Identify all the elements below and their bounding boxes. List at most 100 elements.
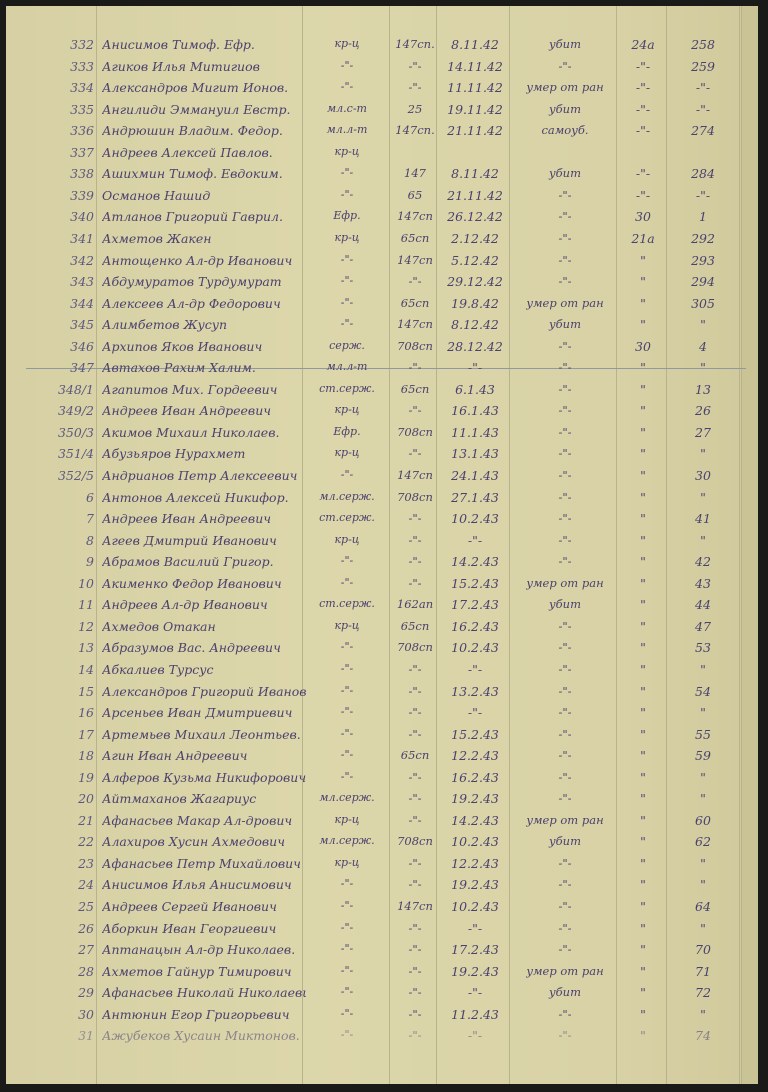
unit: -"- xyxy=(408,58,422,73)
rank: -"- xyxy=(340,769,354,783)
row-number: 7 xyxy=(86,511,94,527)
row-number: 347 xyxy=(70,360,94,376)
unit: 708сп xyxy=(397,424,433,439)
row-number: 336 xyxy=(70,123,94,139)
unit: 147 xyxy=(404,166,426,181)
date: -"- xyxy=(467,705,483,721)
status: -"- xyxy=(558,769,572,784)
row-number: 28 xyxy=(78,963,94,979)
table-row: 27 Аптанацын Ал-др Николаев. -"- -"- 17.2.43… xyxy=(6,939,758,960)
status: умер от ран xyxy=(526,295,604,310)
ref-b: " xyxy=(700,1006,706,1022)
ref-b: 27 xyxy=(695,424,711,440)
unit: 147сп xyxy=(397,899,433,913)
table-row: 343 Абдумуратов Турдумурат -"- -"- 29.12.42 -… xyxy=(6,271,758,292)
person-name: Алферов Кузьма Никифорович xyxy=(102,769,306,785)
rank: -"- xyxy=(340,661,354,675)
row-number: 332 xyxy=(70,37,94,52)
ref-a: " xyxy=(640,726,646,742)
table-row: 24 Анисимов Илья Анисимович -"- -"- 19.2.43 -… xyxy=(6,874,758,895)
rank: -"- xyxy=(340,748,354,762)
unit: -"- xyxy=(408,1028,422,1043)
person-name: Андрианов Петр Алексеевич xyxy=(102,468,298,483)
ref-b: 53 xyxy=(695,640,711,656)
table-row: 340 Атланов Григорий Гаврил. Ефр. 147сп 26.1… xyxy=(6,206,758,227)
row-number: 348/1 xyxy=(57,381,94,397)
table-row: 10 Акименко Федор Иванович -"- -"- 15.2.43 ум… xyxy=(6,573,758,594)
row-number: 13 xyxy=(78,640,94,656)
column-divider xyxy=(436,6,437,1084)
ref-b: 60 xyxy=(695,812,711,828)
row-number: 352/5 xyxy=(57,468,94,483)
ref-b: 59 xyxy=(695,748,711,764)
unit: -"- xyxy=(408,920,422,935)
rank: -"- xyxy=(340,274,354,288)
person-name: Алимбетов Жусуп xyxy=(102,317,228,333)
page-edge xyxy=(741,6,758,1084)
status: -"- xyxy=(558,489,572,504)
status: -"- xyxy=(558,791,572,806)
person-name: Аборкин Иван Георгиевич xyxy=(102,920,277,936)
row-number: 27 xyxy=(78,942,94,958)
ref-a: -"- xyxy=(635,123,651,139)
status: -"- xyxy=(558,748,572,763)
status: убит xyxy=(548,985,581,1000)
rank: -"- xyxy=(340,187,354,201)
date: 11.2.43 xyxy=(451,1006,499,1022)
ref-b: 64 xyxy=(695,899,711,914)
table-row: 341 Ахметов Жакен кр-ц 65сп 2.12.42 -"- 21а 292 xyxy=(6,228,758,249)
table-row: 13 Абразумов Вас. Андреевич -"- 708сп 10.2.4… xyxy=(6,637,758,658)
row-number: 17 xyxy=(78,726,94,742)
ref-b: 47 xyxy=(695,618,711,634)
person-name: Афанасьев Николай Николаевич xyxy=(102,985,306,1001)
row-number: 21 xyxy=(78,812,94,828)
unit: -"- xyxy=(408,661,422,676)
table-row: 14 Абкалиев Турсус -"- -"- -"- -"- " " xyxy=(6,659,758,680)
ref-b: " xyxy=(700,791,706,807)
ref-b: 294 xyxy=(691,274,715,290)
date: 16.2.43 xyxy=(451,769,499,785)
ref-b: " xyxy=(700,705,706,721)
rank: -"- xyxy=(340,295,354,309)
table-row: 8 Агеев Дмитрий Иванович кр-ц -"- -"- -"- " " xyxy=(6,530,758,551)
person-name: Ангилиди Эммануил Евстр. xyxy=(102,101,291,117)
unit: -"- xyxy=(408,1006,422,1021)
date: 8.11.42 xyxy=(451,166,499,182)
status: -"- xyxy=(558,338,572,353)
ref-b: 44 xyxy=(695,597,711,613)
table-row: 18 Агин Иван Андреевич -"- 65сп 12.2.43 -"- " 5… xyxy=(6,745,758,766)
date: 10.2.43 xyxy=(451,834,499,850)
status: -"- xyxy=(558,855,572,870)
unit: -"- xyxy=(408,705,422,720)
unit: -"- xyxy=(408,511,422,526)
table-row: 9 Абрамов Василий Григор. -"- -"- 14.2.43 -"-… xyxy=(6,551,758,572)
rank: -"- xyxy=(340,166,354,180)
rank: -"- xyxy=(340,640,354,654)
table-row: 347 Автахов Рахим Халим. мл.л-т -"- -"- -"- " " xyxy=(6,357,758,378)
ref-b: 72 xyxy=(695,985,711,1001)
rank: кр-ц xyxy=(334,230,360,244)
status: -"- xyxy=(558,511,572,526)
ref-b: 70 xyxy=(695,942,711,958)
table-row: 21 Афанасьев Макар Ал-дрович кр-ц -"- 14.2.4… xyxy=(6,810,758,831)
unit: -"- xyxy=(408,942,422,957)
ref-a: " xyxy=(640,1006,646,1022)
status: -"- xyxy=(558,446,572,461)
person-name: Андреев Ал-др Иванович xyxy=(102,597,268,613)
person-name: Андреев Иван Андреевич xyxy=(102,403,272,419)
row-number: 337 xyxy=(70,144,94,160)
ref-a: " xyxy=(640,985,646,1001)
person-name: Афанасьев Петр Михайлович xyxy=(102,855,301,871)
document-page: 332 Анисимов Тимоф. Ефр. кр-ц 147сп. 8.11.42… xyxy=(6,6,758,1084)
status: убит xyxy=(548,37,581,51)
table-row: 15 Александров Григорий Иванов. -"- -"- 13.2… xyxy=(6,681,758,702)
table-row: 334 Александров Мигит Ионов. -"- -"- 11.11.4… xyxy=(6,77,758,98)
unit: -"- xyxy=(408,532,422,547)
status: умер от ран xyxy=(526,812,604,827)
rank: мл.серж. xyxy=(319,489,375,503)
ref-b: 41 xyxy=(695,511,711,527)
date: 19.2.43 xyxy=(451,877,499,893)
table-row: 16 Арсеньев Иван Дмитриевич -"- -"- -"- -"- " " xyxy=(6,702,758,723)
status: умер от ран xyxy=(526,963,604,978)
unit: -"- xyxy=(408,985,422,1000)
